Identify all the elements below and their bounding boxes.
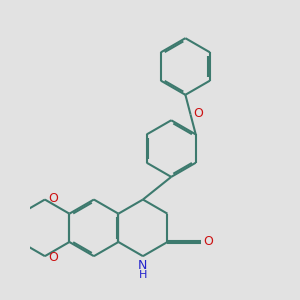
Text: O: O	[48, 251, 58, 264]
Text: O: O	[194, 107, 203, 120]
Text: O: O	[203, 236, 213, 248]
Text: N: N	[138, 259, 148, 272]
Text: H: H	[139, 270, 147, 280]
Text: O: O	[48, 192, 58, 205]
